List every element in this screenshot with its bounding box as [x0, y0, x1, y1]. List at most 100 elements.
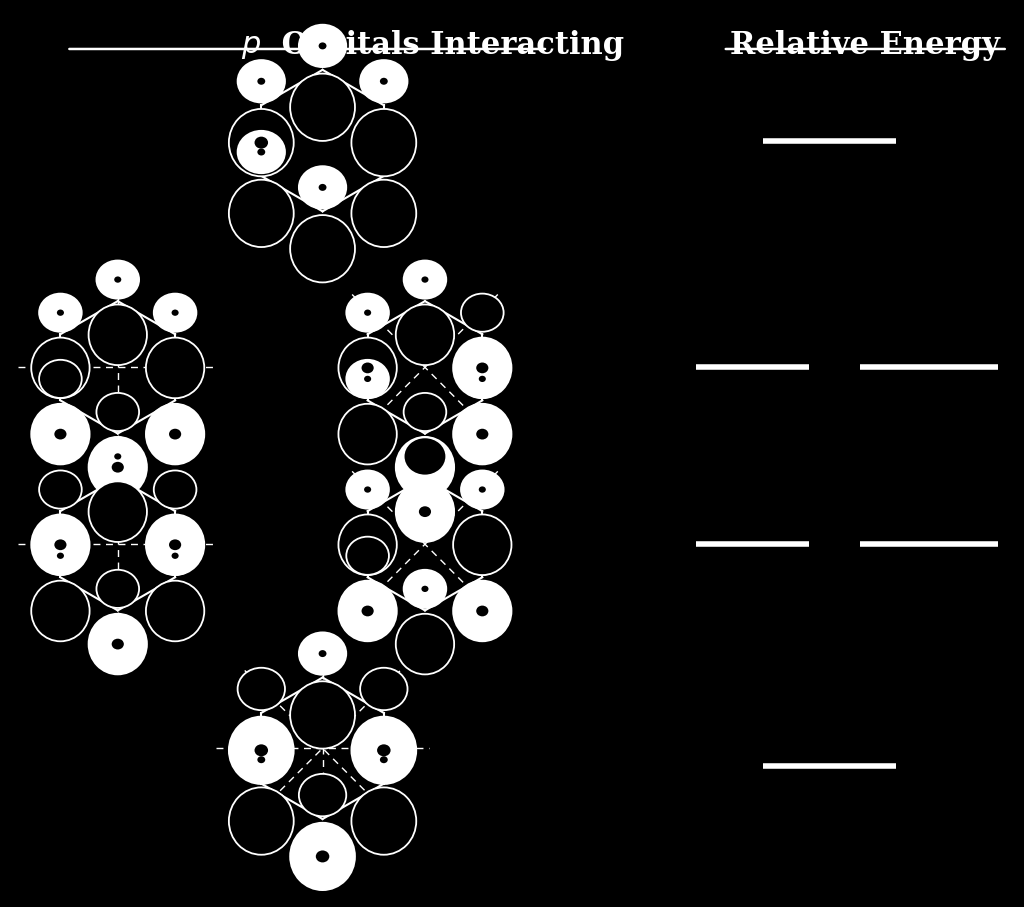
- Ellipse shape: [396, 614, 454, 675]
- Circle shape: [422, 454, 428, 460]
- Ellipse shape: [339, 580, 397, 641]
- Circle shape: [115, 586, 121, 592]
- Ellipse shape: [299, 632, 346, 675]
- Ellipse shape: [403, 393, 446, 431]
- Circle shape: [377, 815, 390, 827]
- Ellipse shape: [290, 215, 355, 282]
- Ellipse shape: [290, 823, 355, 890]
- Ellipse shape: [453, 404, 511, 464]
- Circle shape: [422, 277, 428, 283]
- Circle shape: [112, 639, 124, 649]
- Circle shape: [377, 208, 390, 219]
- Circle shape: [169, 540, 181, 551]
- Ellipse shape: [39, 294, 82, 332]
- Circle shape: [318, 792, 327, 798]
- Ellipse shape: [346, 360, 389, 398]
- Ellipse shape: [299, 24, 346, 67]
- Circle shape: [255, 815, 268, 827]
- Circle shape: [255, 137, 268, 149]
- Circle shape: [169, 363, 181, 374]
- Ellipse shape: [154, 294, 197, 332]
- Circle shape: [476, 363, 488, 374]
- Circle shape: [318, 184, 327, 190]
- Circle shape: [172, 375, 178, 382]
- Circle shape: [365, 309, 371, 316]
- Circle shape: [479, 309, 485, 316]
- Ellipse shape: [360, 60, 408, 102]
- Circle shape: [57, 486, 63, 493]
- Ellipse shape: [229, 180, 294, 247]
- Ellipse shape: [229, 717, 294, 784]
- Circle shape: [112, 506, 124, 517]
- Circle shape: [54, 429, 67, 440]
- Circle shape: [112, 329, 124, 340]
- Ellipse shape: [360, 131, 408, 173]
- Ellipse shape: [339, 337, 397, 398]
- Circle shape: [419, 639, 431, 649]
- Circle shape: [377, 745, 390, 756]
- Circle shape: [257, 686, 265, 692]
- Circle shape: [169, 429, 181, 440]
- Circle shape: [419, 462, 431, 473]
- Ellipse shape: [89, 437, 146, 498]
- Circle shape: [57, 309, 63, 316]
- Ellipse shape: [145, 337, 204, 398]
- Ellipse shape: [346, 471, 389, 509]
- Ellipse shape: [351, 180, 416, 247]
- Circle shape: [365, 552, 371, 559]
- Ellipse shape: [403, 437, 446, 475]
- Circle shape: [476, 606, 488, 617]
- Circle shape: [257, 149, 265, 155]
- Ellipse shape: [145, 514, 204, 575]
- Circle shape: [54, 540, 67, 551]
- Circle shape: [479, 552, 485, 559]
- Circle shape: [361, 540, 374, 551]
- Ellipse shape: [154, 537, 197, 575]
- Circle shape: [422, 409, 428, 415]
- Circle shape: [255, 208, 268, 219]
- Circle shape: [115, 277, 121, 283]
- Circle shape: [115, 454, 121, 460]
- Ellipse shape: [351, 109, 416, 176]
- Circle shape: [479, 375, 485, 382]
- Ellipse shape: [32, 337, 90, 398]
- Ellipse shape: [238, 738, 285, 781]
- Ellipse shape: [453, 514, 511, 575]
- Ellipse shape: [403, 570, 446, 608]
- Text: Orbitals Interacting: Orbitals Interacting: [271, 30, 625, 61]
- Circle shape: [422, 586, 428, 592]
- Circle shape: [380, 756, 388, 763]
- Circle shape: [476, 429, 488, 440]
- Ellipse shape: [461, 537, 504, 575]
- Circle shape: [57, 552, 63, 559]
- Circle shape: [315, 102, 330, 113]
- Circle shape: [476, 540, 488, 551]
- Circle shape: [365, 486, 371, 493]
- Ellipse shape: [89, 482, 146, 542]
- Circle shape: [361, 606, 374, 617]
- Ellipse shape: [461, 360, 504, 398]
- Ellipse shape: [238, 668, 285, 710]
- Ellipse shape: [145, 404, 204, 464]
- Circle shape: [380, 686, 388, 692]
- Ellipse shape: [238, 60, 285, 102]
- Text: Relative Energy: Relative Energy: [730, 30, 1000, 61]
- Circle shape: [172, 552, 178, 559]
- Ellipse shape: [96, 437, 139, 475]
- Circle shape: [172, 309, 178, 316]
- Circle shape: [419, 506, 431, 517]
- Circle shape: [318, 650, 327, 657]
- Ellipse shape: [96, 570, 139, 608]
- Ellipse shape: [39, 360, 82, 398]
- Ellipse shape: [39, 471, 82, 509]
- Ellipse shape: [396, 437, 454, 498]
- Circle shape: [377, 137, 390, 149]
- Circle shape: [419, 329, 431, 340]
- Circle shape: [365, 375, 371, 382]
- Ellipse shape: [290, 73, 355, 141]
- Ellipse shape: [346, 537, 389, 575]
- Ellipse shape: [461, 471, 504, 509]
- Ellipse shape: [96, 393, 139, 431]
- Circle shape: [380, 78, 388, 84]
- Ellipse shape: [403, 260, 446, 298]
